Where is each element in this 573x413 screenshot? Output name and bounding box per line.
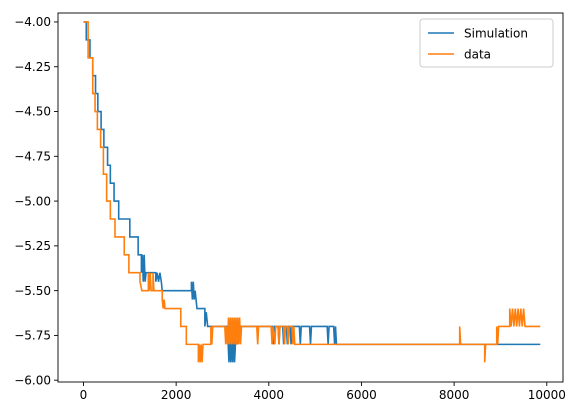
legend: Simulation data [419, 18, 554, 68]
x-tick-label: 8000 [439, 388, 470, 402]
plot-background [58, 13, 563, 382]
series-layer [83, 21, 541, 363]
x-tick-label: 4000 [254, 388, 285, 402]
x-tick-label: 0 [80, 388, 88, 402]
y-tick-label: −4.00 [14, 15, 51, 29]
axes-layer: 0 2000 4000 6000 8000 10000 −4.00 −4.25 −4.50 −4.… [14, 12, 566, 402]
legend-label-simulation: Simulation [464, 26, 528, 40]
plot-area [58, 13, 563, 382]
legend-label-data: data [464, 47, 491, 61]
y-tick-label: −4.50 [14, 105, 51, 119]
y-tick-label: −4.25 [14, 60, 51, 74]
y-tick-label: −5.25 [14, 239, 51, 253]
y-tick-label: −5.00 [14, 194, 51, 208]
x-tick-label: 10000 [528, 388, 566, 402]
y-tick-label: −5.75 [14, 329, 51, 343]
plot-frame [57, 12, 564, 383]
legend-box [419, 18, 554, 68]
y-tick-label: −4.75 [14, 150, 51, 164]
x-tick-label: 6000 [346, 388, 377, 402]
x-tick-label: 2000 [161, 388, 192, 402]
y-tick-label: −6.00 [14, 373, 51, 387]
series-line-simulation [83, 21, 541, 363]
series-line-data [83, 21, 541, 363]
y-tick-label: −5.50 [14, 284, 51, 298]
